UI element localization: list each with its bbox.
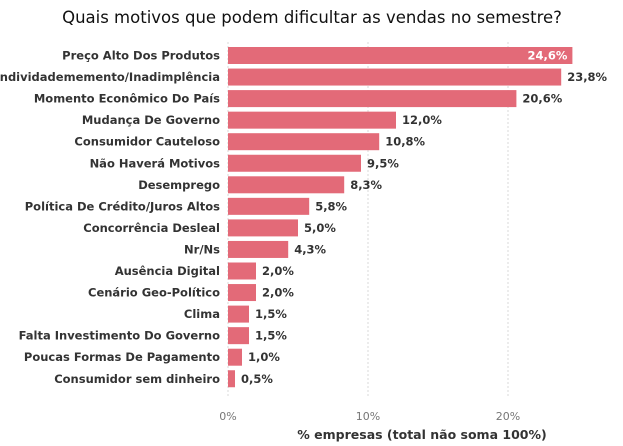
x-axis-ticks: 0% 10% 20% xyxy=(219,410,520,423)
category-label: Não Haverá Motivos xyxy=(90,156,221,170)
value-label: 2,0% xyxy=(262,286,294,300)
bar xyxy=(228,370,235,388)
category-label: Política De Crédito/Juros Altos xyxy=(25,199,220,213)
bar xyxy=(228,327,249,345)
category-label: Falta Investimento Do Governo xyxy=(19,329,221,343)
value-label: 24,6% xyxy=(527,49,567,63)
x-axis-label: % empresas (total não soma 100%) xyxy=(297,427,546,442)
value-label: 12,0% xyxy=(402,113,442,127)
bar xyxy=(228,47,573,64)
value-label: 1,5% xyxy=(255,329,287,343)
bar xyxy=(228,90,517,108)
category-label: Ausência Digital xyxy=(115,264,220,278)
bars xyxy=(228,47,573,388)
x-tick-label: 10% xyxy=(356,410,380,423)
category-label: Momento Econômico Do País xyxy=(34,92,220,106)
category-label: Clima xyxy=(184,307,220,321)
category-labels: Preço Alto Dos Produtos Endividadememento… xyxy=(0,49,220,386)
bar xyxy=(228,197,310,215)
value-label: 2,0% xyxy=(262,264,294,278)
chart-title: Quais motivos que podem dificultar as ve… xyxy=(62,8,562,27)
x-tick-label: 0% xyxy=(219,410,236,423)
bar xyxy=(228,219,298,237)
value-label: 20,6% xyxy=(522,92,562,106)
category-label: Consumidor sem dinheiro xyxy=(54,372,220,386)
value-label: 23,8% xyxy=(567,70,607,84)
value-labels: 24,6%23,8% 20,6% 12,0% 10,8% 9,5% 8,3%5,8% 5,0… xyxy=(241,49,608,386)
value-label: 0,5% xyxy=(241,372,273,386)
value-label: 10,8% xyxy=(385,135,425,149)
category-label: Desemprego xyxy=(138,178,220,192)
value-label: 5,8% xyxy=(315,199,347,213)
bar xyxy=(228,305,249,323)
value-label: 5,0% xyxy=(304,221,336,235)
bar xyxy=(228,348,242,366)
bar xyxy=(228,240,289,258)
value-label: 1,5% xyxy=(255,307,287,321)
value-label: 8,3% xyxy=(350,178,382,192)
bar xyxy=(228,262,256,280)
category-label: Consumidor Cauteloso xyxy=(74,135,220,149)
bar xyxy=(228,284,256,302)
category-label: Preço Alto Dos Produtos xyxy=(62,49,220,63)
category-label: Poucas Formas De Pagamento xyxy=(24,350,220,364)
category-label: Endividadememento/Inadimplência xyxy=(0,70,220,84)
value-label: 1,0% xyxy=(248,350,280,364)
bar xyxy=(228,176,345,194)
category-label: Nr/Ns xyxy=(184,242,220,256)
value-label: 9,5% xyxy=(367,156,399,170)
x-tick-label: 20% xyxy=(496,410,520,423)
bar xyxy=(228,154,361,172)
bar xyxy=(228,68,562,86)
bar xyxy=(228,111,396,129)
value-label: 4,3% xyxy=(294,242,326,256)
category-label: Mudança De Governo xyxy=(82,113,220,127)
category-label: Concorrência Desleal xyxy=(83,221,220,235)
category-label: Cenário Geo-Político xyxy=(88,286,220,300)
bar xyxy=(228,133,380,151)
